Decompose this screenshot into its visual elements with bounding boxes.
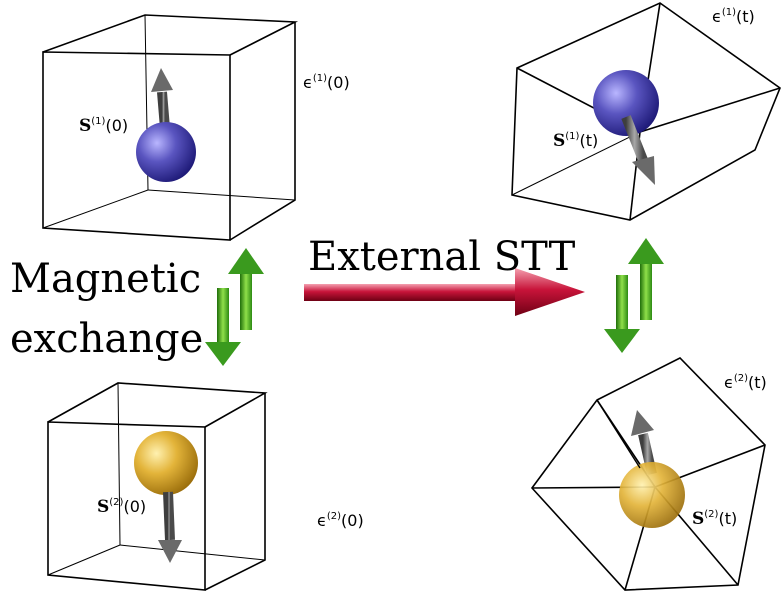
external-stt-label: External STT bbox=[308, 234, 576, 280]
label-s1-t: S(1)(t) bbox=[553, 131, 598, 151]
label-eps1-0: ϵ(1)(0) bbox=[303, 73, 350, 92]
spin-arrow-s1-t bbox=[621, 115, 655, 185]
label-eps2-t: ϵ(2)(t) bbox=[724, 373, 767, 392]
cube-1-initial bbox=[42, 14, 299, 241]
sphere-2-evolved bbox=[619, 462, 685, 528]
spin-arrow-s2-0 bbox=[158, 491, 182, 563]
sphere-1-evolved bbox=[593, 70, 659, 136]
sphere-2-initial bbox=[134, 431, 198, 495]
label-eps1-t: ϵ(1)(t) bbox=[712, 7, 755, 26]
spin-arrow-s1-0 bbox=[151, 68, 173, 129]
label-s1-0: S(1)(0) bbox=[79, 116, 128, 136]
exchange-arrows-left bbox=[205, 248, 264, 366]
magnetic-exchange-line2: exchange bbox=[10, 316, 203, 362]
cube-2-initial bbox=[47, 382, 268, 591]
sphere-1-initial bbox=[136, 122, 196, 182]
label-eps2-0: ϵ(2)(0) bbox=[317, 511, 364, 530]
magnetic-exchange-line1: Magnetic bbox=[10, 256, 201, 302]
exchange-arrows-right bbox=[604, 238, 664, 353]
label-s2-t: S(2)(t) bbox=[692, 509, 737, 529]
stt-arrow bbox=[304, 268, 585, 316]
label-s2-0: S(2)(0) bbox=[97, 497, 146, 517]
